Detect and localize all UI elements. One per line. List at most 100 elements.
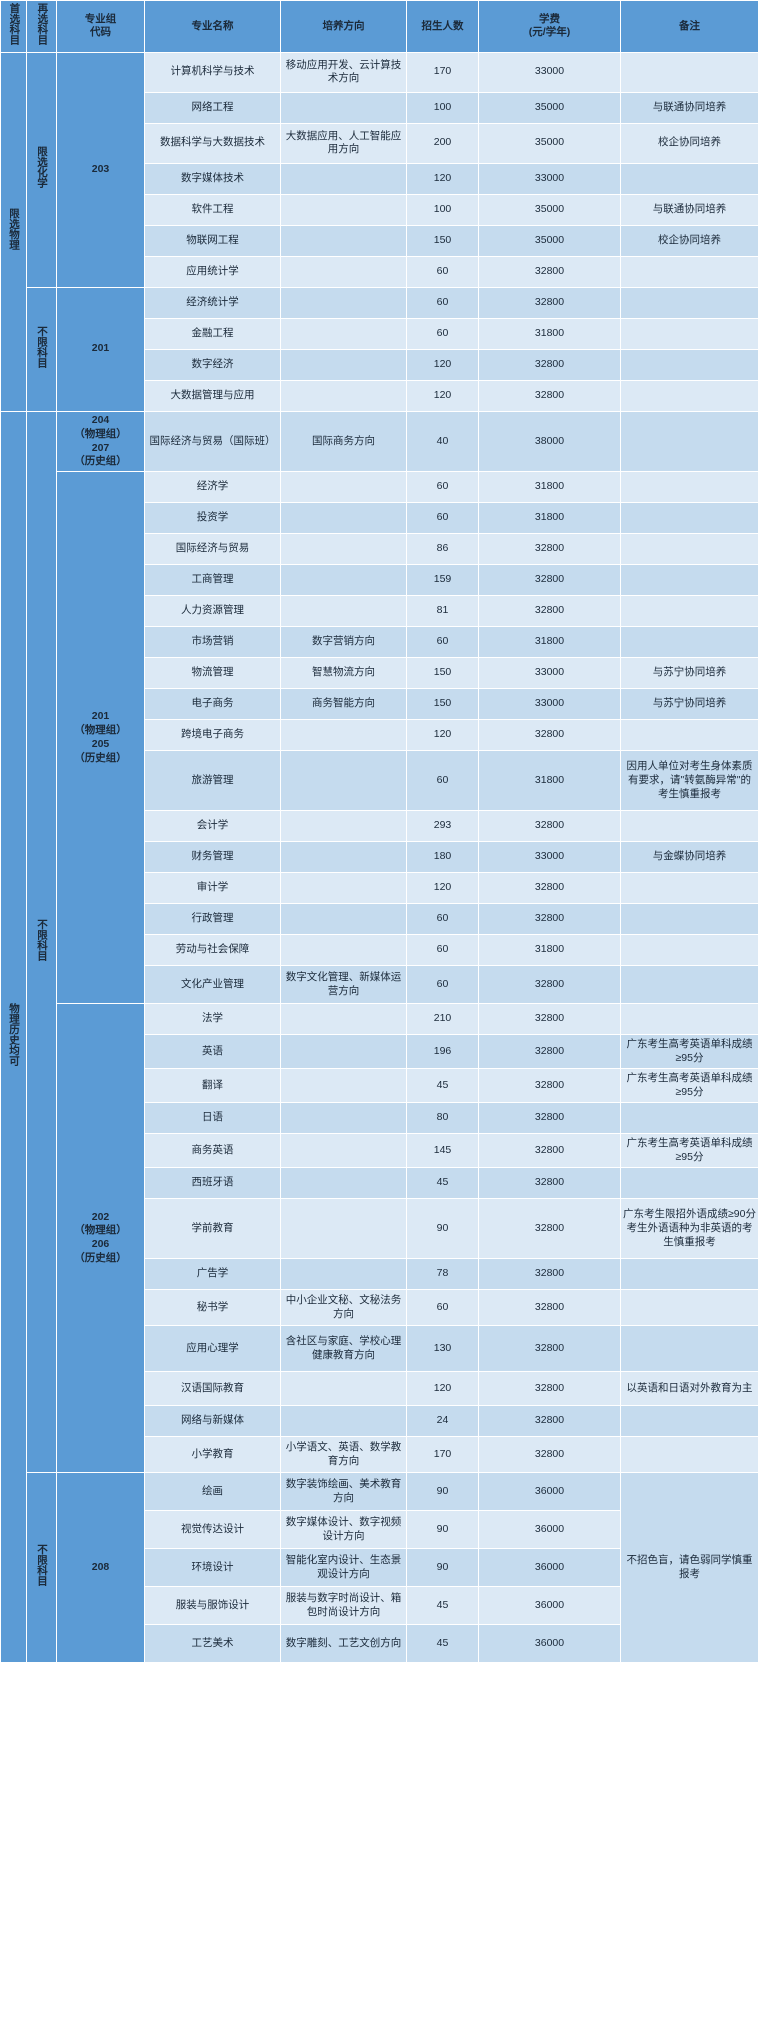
tuition-cell: 38000 <box>478 410 621 473</box>
enroll-count-cell: 120 <box>406 719 479 752</box>
remark-cell <box>620 965 758 1005</box>
direction-cell <box>280 564 407 597</box>
enroll-count-cell: 120 <box>406 348 479 381</box>
major-name-cell: 金融工程 <box>144 317 281 350</box>
tuition-cell: 32800 <box>478 348 621 381</box>
tuition-cell: 32800 <box>478 965 621 1005</box>
direction-cell: 国际商务方向 <box>280 410 407 473</box>
group-code-cell: 201 （物理组） 205 （历史组） <box>56 471 145 1005</box>
admissions-table-sheet: 首选科目 再选科目 专业组 代码 专业名称 培养方向 招生人数 学费 (元/学年… <box>0 0 758 1664</box>
second-subject-label: 不限科目 <box>36 1544 48 1587</box>
tuition-cell: 31800 <box>478 750 621 812</box>
direction-cell: 含社区与家庭、学校心理健康教育方向 <box>280 1325 407 1373</box>
header-row: 首选科目 再选科目 专业组 代码 专业名称 培养方向 招生人数 学费 (元/学年… <box>0 0 758 53</box>
table-row: 金融工程 60 31800 <box>1 317 758 350</box>
remark-cell <box>620 286 758 319</box>
direction-cell <box>280 91 407 124</box>
first-subject-cell: 物理历史均可 <box>0 410 27 1664</box>
table-row: 物流管理 智慧物流方向 150 33000 与苏宁协同培养 <box>1 657 758 690</box>
major-name-cell: 广告学 <box>144 1258 281 1291</box>
remark-cell: 广东考生限招外语成绩≥90分考生外语语种为非英语的考生慎重报考 <box>620 1198 758 1260</box>
tuition-cell: 33000 <box>478 688 621 721</box>
tuition-cell: 33000 <box>478 162 621 195</box>
table-row: 秘书学 中小企业文秘、文秘法务方向 60 32800 <box>1 1289 758 1327</box>
remark-cell <box>620 595 758 628</box>
enroll-count-cell: 120 <box>406 872 479 905</box>
tuition-cell: 32800 <box>478 255 621 288</box>
enroll-count-cell: 120 <box>406 162 479 195</box>
enroll-count-cell: 45 <box>406 1624 479 1664</box>
major-name-cell: 软件工程 <box>144 193 281 226</box>
tuition-cell: 32800 <box>478 1003 621 1036</box>
table-row: 物理历史均可 不限科目 204 （物理组） 207 （历史组） 国际经济与贸易（国际班） 国际… <box>0 410 758 1664</box>
major-name-cell: 小学教育 <box>144 1436 281 1474</box>
tuition-cell: 33000 <box>478 657 621 690</box>
remark-cell: 与苏宁协同培养 <box>620 657 758 690</box>
major-name-cell: 会计学 <box>144 810 281 843</box>
table-row: 软件工程 100 35000 与联通协同培养 <box>1 193 758 226</box>
table-row: 环境设计 智能化室内设计、生态景观设计方向 90 36000 <box>1 1548 758 1588</box>
remark-cell: 校企协同培养 <box>620 122 758 164</box>
table-row: 应用统计学 60 32800 <box>1 255 758 288</box>
table-row: 审计学 120 32800 <box>1 872 758 905</box>
direction-cell: 数字媒体设计、数字视频设计方向 <box>280 1510 407 1550</box>
direction-cell <box>280 1167 407 1200</box>
tuition-cell: 32800 <box>478 903 621 936</box>
table-row: 数字经济 120 32800 <box>1 348 758 381</box>
major-name-cell: 国际经济与贸易 <box>144 533 281 566</box>
admissions-table: 首选科目 再选科目 专业组 代码 专业名称 培养方向 招生人数 学费 (元/学年… <box>0 0 758 1664</box>
tuition-cell: 35000 <box>478 122 621 164</box>
table-row: 会计学 293 32800 <box>1 810 758 843</box>
remark-cell <box>620 348 758 381</box>
direction-cell: 商务智能方向 <box>280 688 407 721</box>
direction-cell <box>280 1003 407 1036</box>
second-subject-cell: 不限科目 <box>26 286 57 412</box>
direction-cell: 小学语文、英语、数学教育方向 <box>280 1436 407 1474</box>
table-row: 大数据管理与应用 120 32800 <box>1 379 758 412</box>
second-subject-cell: 不限科目 <box>26 1472 57 1664</box>
enroll-count-cell: 210 <box>406 1003 479 1036</box>
major-name-cell: 财务管理 <box>144 841 281 874</box>
group-code-cell: 201 <box>56 286 145 412</box>
major-name-cell: 人力资源管理 <box>144 595 281 628</box>
direction-cell: 大数据应用、人工智能应用方向 <box>280 122 407 164</box>
table-row: 人力资源管理 81 32800 <box>1 595 758 628</box>
direction-cell <box>280 872 407 905</box>
enroll-count-cell: 170 <box>406 1436 479 1474</box>
major-name-cell: 学前教育 <box>144 1198 281 1260</box>
remark-cell <box>620 1289 758 1327</box>
major-name-cell: 审计学 <box>144 872 281 905</box>
remark-cell <box>620 1436 758 1474</box>
direction-cell <box>280 903 407 936</box>
major-name-cell: 日语 <box>144 1102 281 1135</box>
direction-cell <box>280 162 407 195</box>
major-name-cell: 环境设计 <box>144 1548 281 1588</box>
major-name-cell: 工艺美术 <box>144 1624 281 1664</box>
tuition-cell: 32800 <box>478 379 621 412</box>
enroll-count-cell: 100 <box>406 193 479 226</box>
major-name-cell: 商务英语 <box>144 1133 281 1169</box>
remark-cell <box>620 1258 758 1291</box>
tuition-cell: 32800 <box>478 1068 621 1104</box>
second-subject-label: 不限科目 <box>36 918 48 961</box>
table-row: 财务管理 180 33000 与金蝶协同培养 <box>1 841 758 874</box>
enroll-count-cell: 81 <box>406 595 479 628</box>
tuition-cell: 32800 <box>478 1167 621 1200</box>
enroll-count-cell: 145 <box>406 1133 479 1169</box>
direction-cell <box>280 719 407 752</box>
major-name-cell: 翻译 <box>144 1068 281 1104</box>
remark-cell: 与苏宁协同培养 <box>620 688 758 721</box>
table-row: 限选物理 限选化学 203 计算机科学与技术 移动应用开发、云计算技术方向 170 3300… <box>0 51 758 412</box>
header-remark: 备注 <box>620 0 758 53</box>
enroll-count-cell: 90 <box>406 1510 479 1550</box>
table-row: 跨境电子商务 120 32800 <box>1 719 758 752</box>
remark-cell <box>620 1167 758 1200</box>
enroll-count-cell: 90 <box>406 1472 479 1512</box>
tuition-cell: 35000 <box>478 224 621 257</box>
table-row: 广告学 78 32800 <box>1 1258 758 1291</box>
direction-cell <box>280 595 407 628</box>
remark-cell <box>620 502 758 535</box>
tuition-cell: 32800 <box>478 533 621 566</box>
table-row: 日语 80 32800 <box>1 1102 758 1135</box>
tuition-cell: 32800 <box>478 595 621 628</box>
